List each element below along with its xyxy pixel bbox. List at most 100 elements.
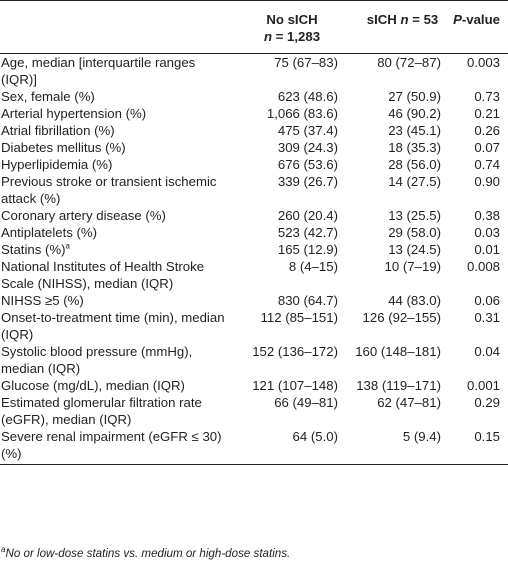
cell-sich: 28 (56.0) [388,157,441,172]
cell-no-sich: 830 (64.7) [277,293,338,308]
row-label: Antiplatelets (%) [0,224,232,241]
row-label-text: Age, median [interquartile ranges (IQR)] [1,55,196,87]
table-row: Statins (%)a 165 (12.9) 13 (24.5) 0.01 [0,241,508,258]
cell-sich: 14 (27.5) [388,174,441,189]
cell-no-sich: 523 (42.7) [277,225,338,240]
cell-no-sich: 121 (107–148) [252,378,338,393]
cell-no-sich: 339 (26.7) [277,174,338,189]
cell-sich: 160 (148–181) [355,344,441,359]
table-row: Systolic blood pressure (mmHg), median (… [0,343,508,377]
cell-p-value: 0.04 [474,344,500,359]
cell-p-value: 0.74 [474,157,500,172]
cell-no-sich: 309 (24.3) [277,140,338,155]
header-sich: sICH n = 53 [352,1,453,54]
header-no-sich-title: No sICH [266,12,318,27]
cell-sich: 23 (45.1) [388,123,441,138]
cell-p-value: 0.26 [474,123,500,138]
cell-no-sich: 64 (5.0) [232,428,352,465]
table-footnote: aNo or low-dose statins vs. medium or hi… [1,545,291,561]
cell-no-sich: 75 (67–83) [274,55,338,70]
header-sich-title: sICH [366,12,397,27]
header-sich-n-label: n [400,12,409,27]
cell-p-value: 0.29 [474,395,500,410]
cell-no-sich: 623 (48.6) [277,89,338,104]
cell-sich: 44 (83.0) [388,293,441,308]
header-sich-n-value: = 53 [412,12,439,27]
cell-no-sich: 475 (37.4) [277,123,338,138]
table-row: Arterial hypertension (%) 1,066 (83.6) 46 … [0,105,508,122]
cell-sich: 46 (90.2) [388,106,441,121]
cell-p-value: 0.21 [474,106,500,121]
row-label-text: Glucose (mg/dL), median (IQR) [1,378,185,393]
header-label [0,1,232,54]
cell-no-sich: 676 (53.6) [277,157,338,172]
cell-sich: 13 (24.5) [388,242,441,257]
row-label: Severe renal impairment (eGFR ≤ 30) (%) [0,428,232,465]
row-label-text: Onset-to-treatment time (min), median (I… [1,310,225,342]
row-label: Arterial hypertension (%) [0,105,232,122]
cell-sich: 10 (7–19) [384,259,441,274]
row-label: Glucose (mg/dL), median (IQR) [0,377,232,394]
table-row: Onset-to-treatment time (min), median (I… [0,309,508,343]
row-label: Atrial fibrillation (%) [0,122,232,139]
cell-sich: 27 (50.9) [388,89,441,104]
cell-p-value: 0.73 [474,89,500,104]
cell-sich: 18 (35.3) [388,140,441,155]
row-label: Previous stroke or transient ischemic at… [0,173,232,207]
table-row: Severe renal impairment (eGFR ≤ 30) (%) 6… [0,428,508,465]
cell-p-value: 0.06 [474,293,500,308]
header-p-value: P-value [453,1,508,54]
cell-p-value: 0.008 [466,259,500,274]
row-label-text: National Institutes of Health Stroke Sca… [1,259,205,291]
cell-no-sich: 66 (49–81) [274,395,338,410]
table-row: Antiplatelets (%) 523 (42.7) 29 (58.0) 0.03 [0,224,508,241]
header-p-italic: P [453,12,462,27]
table-body: Age, median [interquartile ranges (IQR)]… [0,54,508,465]
row-label: Sex, female (%) [0,88,232,105]
row-label-text: NIHSS ≥5 (%) [1,293,84,308]
header-no-sich-n-label: n [263,29,272,44]
row-label-text: Arterial hypertension (%) [1,106,147,121]
table-row: Coronary artery disease (%) 260 (20.4) 13 … [0,207,508,224]
cell-sich: 138 (119–171) [356,378,441,393]
cell-sich: 62 (47–81) [377,395,441,410]
row-label: Hyperlipidemia (%) [0,156,232,173]
row-label: Estimated glomerular filtration rate (eG… [0,394,232,428]
row-label: NIHSS ≥5 (%) [0,292,232,309]
footnote-marker: a [1,545,6,555]
cell-no-sich: 8 (4–15) [288,259,338,274]
cell-no-sich: 165 (12.9) [277,242,338,257]
row-label-text: Hyperlipidemia (%) [1,157,113,172]
footnote-text: No or low-dose statins vs. medium or hig… [5,547,291,560]
row-label-text: Atrial fibrillation (%) [1,123,115,138]
table-row: Sex, female (%) 623 (48.6) 27 (50.9) 0.73 [0,88,508,105]
table-row: Glucose (mg/dL), median (IQR) 121 (107–14… [0,377,508,394]
row-label: Age, median [interquartile ranges (IQR)] [0,54,232,89]
cell-no-sich: 112 (85–151) [260,310,338,325]
table-row: NIHSS ≥5 (%) 830 (64.7) 44 (83.0) 0.06 [0,292,508,309]
cell-sich: 5 (9.4) [352,428,453,465]
row-label-text: Estimated glomerular filtration rate (eG… [1,395,202,427]
cell-sich: 13 (25.5) [388,208,441,223]
cell-sich: 29 (58.0) [388,225,441,240]
row-label-text: Previous stroke or transient ischemic at… [1,174,217,206]
cell-p-value: 0.31 [474,310,500,325]
cell-p-value: 0.003 [466,55,500,70]
cell-p-value: 0.03 [474,225,500,240]
row-label-text: Sex, female (%) [1,89,95,104]
header-row: No sICH n = 1,283 sICH n = 53 P-value [0,1,508,54]
table-row: National Institutes of Health Stroke Sca… [0,258,508,292]
row-label: Onset-to-treatment time (min), median (I… [0,309,232,343]
row-label: Diabetes mellitus (%) [0,139,232,156]
header-p-rest: -value [461,12,500,27]
table-row: Hyperlipidemia (%) 676 (53.6) 28 (56.0) 0.7… [0,156,508,173]
cell-no-sich: 260 (20.4) [277,208,338,223]
cell-sich: 80 (72–87) [377,55,441,70]
table-row: Age, median [interquartile ranges (IQR)]… [0,54,508,89]
cell-p-value: 0.38 [474,208,500,223]
row-label: Systolic blood pressure (mmHg), median (… [0,343,232,377]
header-no-sich: No sICH n = 1,283 [232,1,352,54]
cell-p-value: 0.001 [466,378,500,393]
baseline-characteristics-table: No sICH n = 1,283 sICH n = 53 P-value Ag… [0,0,508,465]
